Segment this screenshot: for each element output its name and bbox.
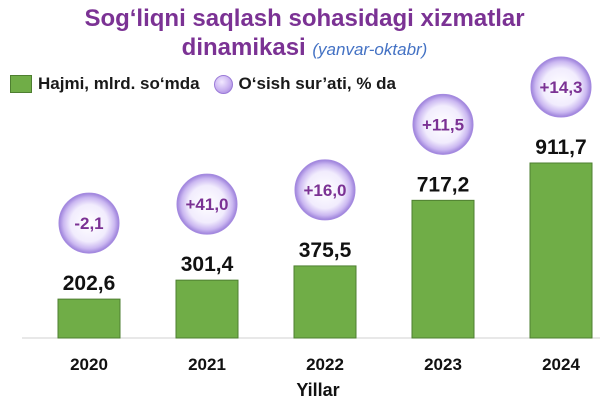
growth-bubble-2020 xyxy=(58,192,120,254)
bar-2024 xyxy=(529,162,593,339)
value-label-2020: 202,6 xyxy=(63,272,116,295)
legend-bar-label: Hajmi, mlrd. so‘mda xyxy=(38,74,200,93)
growth-bubble-2021 xyxy=(176,173,238,235)
chart-subtitle: (yanvar-oktabr) xyxy=(312,40,428,59)
x-tick-2021: 2021 xyxy=(188,355,226,374)
legend-bar-swatch xyxy=(10,75,32,93)
chart-title: Sog‘liqni saqlash sohasidagi xizmatlar xyxy=(84,5,525,32)
value-label-2024: 911,7 xyxy=(535,136,586,159)
bar-2023 xyxy=(411,199,475,339)
x-tick-2023: 2023 xyxy=(424,355,462,374)
bar-2022 xyxy=(293,265,357,339)
growth-label-2021: +41,0 xyxy=(185,195,228,214)
growth-label-2022: +16,0 xyxy=(303,181,346,200)
growth-bubble-2022 xyxy=(294,159,356,221)
x-tick-2020: 2020 xyxy=(70,355,108,374)
x-axis-label: Yillar xyxy=(296,380,339,400)
growth-bubble-2023 xyxy=(412,93,474,155)
chart-title-word: dinamikasi xyxy=(181,34,306,61)
growth-label-2024: +14,3 xyxy=(539,78,582,97)
value-label-2023: 717,2 xyxy=(417,173,470,196)
value-label-2021: 301,4 xyxy=(181,253,234,276)
legend-circle-label: O‘sish sur’ati, % da xyxy=(238,74,397,93)
x-tick-2024: 2024 xyxy=(542,355,580,374)
legend-circle-swatch xyxy=(213,74,233,94)
bar-2020 xyxy=(57,298,121,339)
legend: Hajmi, mlrd. so‘mda O‘sish sur’ati, % da xyxy=(10,74,396,94)
x-tick-2022: 2022 xyxy=(306,355,344,374)
bar-2021 xyxy=(175,279,239,339)
chart-title-line2: dinamikasi (yanvar-oktabr) xyxy=(0,33,609,65)
growth-label-2023: +11,5 xyxy=(422,115,464,134)
growth-bubble-2024 xyxy=(530,56,592,118)
growth-label-2020: -2,1 xyxy=(74,214,103,233)
value-label-2022: 375,5 xyxy=(299,239,352,262)
